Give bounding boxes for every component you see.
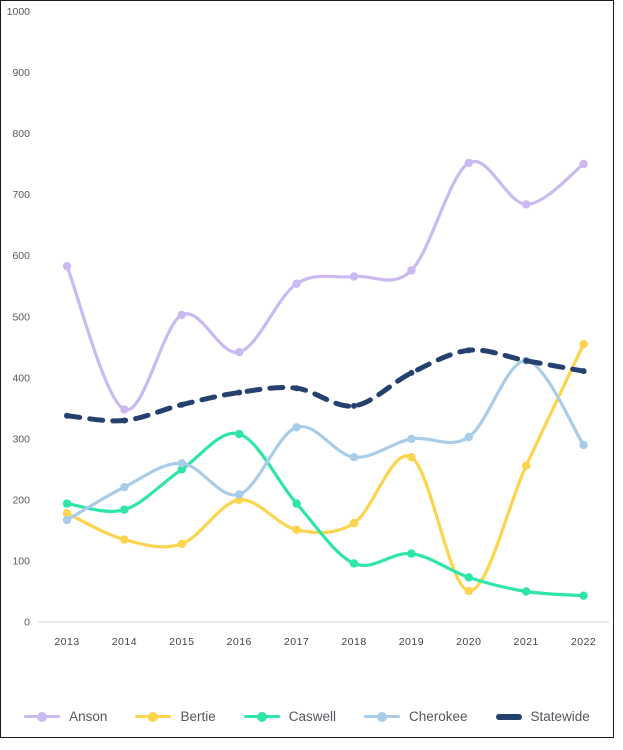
series-point-bertie: [292, 525, 301, 534]
y-axis-tick-label: 400: [12, 372, 30, 384]
series-point-anson: [522, 200, 531, 209]
y-axis-tick-label: 300: [12, 433, 30, 445]
series-point-cherokee: [177, 459, 186, 468]
x-axis-tick-label: 2014: [112, 636, 137, 648]
legend-marker-bertie-icon: [135, 711, 172, 723]
x-axis-tick-label: 2021: [514, 636, 539, 648]
series-point-caswell: [522, 587, 531, 596]
legend-item-anson[interactable]: Anson: [24, 709, 107, 724]
series-point-statewide: [236, 389, 243, 396]
series-point-anson: [120, 405, 129, 414]
x-axis-tick-label: 2017: [284, 636, 309, 648]
line-chart-canvas: 0 100 200 300 400 500 600 700 800 900 1000 2013 2014…: [7, 6, 609, 648]
y-axis-tick-label: 1000: [7, 6, 31, 18]
series-point-bertie: [522, 461, 531, 470]
series-point-anson: [235, 348, 244, 357]
series-point-statewide: [351, 402, 357, 409]
series-point-caswell: [62, 499, 72, 508]
series-point-bertie: [579, 340, 588, 349]
x-axis-tick-label: 2020: [456, 636, 481, 648]
legend-label-statewide: Statewide: [530, 709, 590, 724]
legend-marker-cherokee-icon: [363, 711, 400, 723]
series-point-cherokee: [579, 440, 588, 450]
series-point-caswell: [579, 591, 588, 600]
series-line-bertie: [65, 342, 586, 593]
series-point-statewide: [408, 369, 415, 376]
series-point-caswell: [235, 429, 244, 439]
y-axis-tick-label: 0: [24, 617, 30, 629]
series-line-cherokee: [65, 359, 586, 522]
series-point-anson: [579, 159, 588, 169]
series-point-cherokee: [292, 423, 301, 432]
series-point-anson: [177, 310, 186, 320]
series-point-cherokee: [349, 453, 359, 462]
series-point-anson: [349, 272, 359, 281]
series-point-statewide: [523, 357, 530, 364]
legend-item-cherokee[interactable]: Cherokee: [363, 709, 468, 724]
series-point-statewide: [64, 412, 70, 419]
y-axis-tick-label: 100: [12, 556, 30, 568]
series-point-bertie: [177, 539, 186, 549]
x-axis-tick-label: 2019: [399, 636, 424, 648]
series-point-bertie: [62, 509, 72, 518]
series-point-caswell: [464, 573, 473, 582]
series-bertie: [62, 340, 588, 596]
series-point-anson: [292, 279, 301, 288]
series-point-anson: [407, 266, 416, 275]
y-axis-tick-label: 600: [12, 250, 30, 262]
series-point-anson: [62, 261, 72, 271]
legend-label-anson: Anson: [69, 709, 108, 724]
series-point-cherokee: [464, 432, 473, 442]
series-point-bertie: [349, 518, 359, 528]
series-point-statewide: [178, 401, 185, 408]
y-axis-tick-label: 500: [12, 311, 30, 323]
legend-label-cherokee: Cherokee: [408, 709, 468, 724]
chart-frame: 0 100 200 300 400 500 600 700 800 900 1000 2013 2014…: [0, 0, 614, 738]
series-point-caswell: [177, 465, 186, 474]
legend-item-statewide[interactable]: Statewide: [495, 709, 590, 724]
y-axis-tick-label: 700: [12, 189, 30, 201]
series-line-anson: [65, 159, 586, 412]
series-point-caswell: [292, 499, 301, 508]
series-point-cherokee: [407, 434, 416, 444]
series-point-cherokee: [120, 482, 129, 492]
legend-item-bertie[interactable]: Bertie: [135, 709, 216, 724]
series-anson: [62, 158, 588, 414]
x-axis-tick-label: 2016: [227, 636, 252, 648]
x-axis-tick-label: 2018: [341, 636, 366, 648]
x-axis-tick-label: 2022: [571, 636, 596, 648]
series-point-statewide: [293, 385, 300, 392]
series-point-bertie: [407, 453, 416, 462]
y-axis-tick-label: 800: [12, 128, 30, 140]
legend-marker-caswell-icon: [243, 711, 280, 723]
series-point-cherokee: [235, 490, 244, 499]
series-line-statewide: [64, 347, 587, 424]
legend-marker-statewide-icon: [495, 711, 522, 723]
series-point-bertie: [120, 535, 129, 544]
series-point-cherokee: [62, 515, 72, 525]
y-axis-tick-label: 900: [12, 67, 30, 79]
x-axis-tick-label: 2013: [54, 636, 79, 648]
series-point-statewide: [465, 347, 472, 354]
legend-marker-anson-icon: [24, 711, 61, 723]
series-point-caswell: [120, 505, 129, 514]
chart-legend: Anson Bertie Caswell Cherokee Statewide: [1, 709, 613, 724]
x-axis-tick-label: 2015: [169, 636, 194, 648]
series-point-statewide: [580, 368, 587, 375]
legend-label-bertie: Bertie: [180, 709, 216, 724]
series-point-anson: [464, 158, 473, 168]
legend-label-caswell: Caswell: [288, 709, 336, 724]
series-point-caswell: [349, 559, 359, 568]
series-statewide: [64, 347, 587, 424]
series-point-statewide: [121, 417, 128, 424]
series-line-caswell: [65, 431, 586, 598]
series-caswell: [62, 429, 588, 600]
legend-item-caswell[interactable]: Caswell: [243, 709, 336, 724]
series-point-bertie: [464, 586, 473, 596]
y-axis-tick-label: 200: [12, 494, 30, 506]
series-point-caswell: [407, 549, 416, 558]
